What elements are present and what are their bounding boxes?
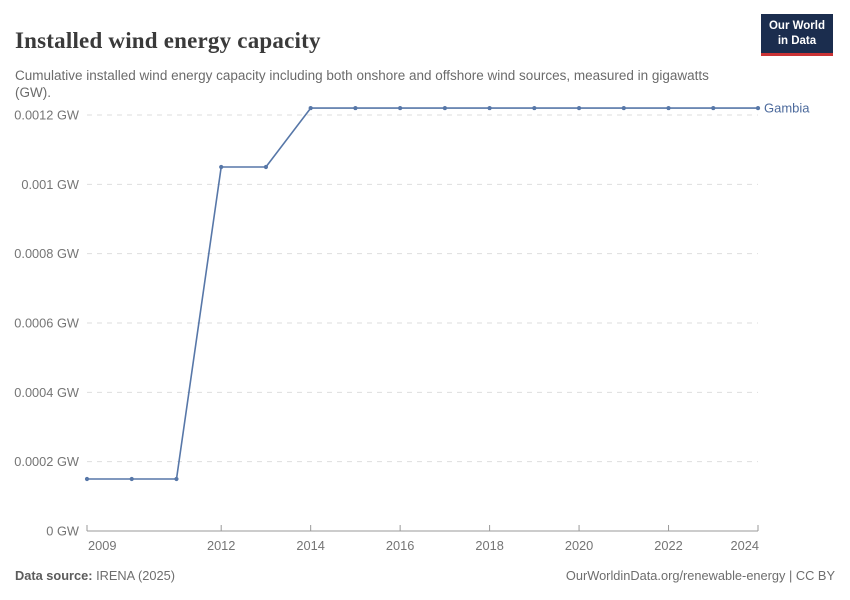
data-point-marker	[353, 105, 358, 111]
attribution-link[interactable]: OurWorldinData.org/renewable-energy | CC…	[565, 568, 835, 583]
y-axis-tick-label: 0 GW	[46, 524, 80, 539]
data-point-marker	[174, 476, 179, 482]
data-point-marker	[755, 105, 761, 111]
owid-logo-line2: in Data	[777, 34, 817, 47]
page-title: Installed wind energy capacity	[15, 28, 321, 54]
series-line[interactable]	[87, 107, 758, 480]
data-point-marker	[666, 105, 671, 111]
data-point-marker	[308, 105, 313, 111]
data-point-marker	[621, 105, 626, 111]
x-axis-tick-label: 2022	[654, 538, 682, 553]
y-axis-tick-label: 0.001 GW	[21, 177, 80, 192]
data-point-marker	[711, 105, 716, 111]
y-axis-tick-label: 0.0012 GW	[14, 108, 80, 123]
x-axis-tick-label: 2012	[207, 538, 235, 553]
y-axis-tick-label: 0.0006 GW	[14, 316, 80, 331]
data-point-marker	[576, 105, 582, 111]
x-axis-tick-label: 2024	[731, 538, 759, 553]
x-axis-tick-label: 2018	[475, 538, 503, 553]
data-source-value: IRENA (2025)	[92, 568, 176, 583]
data-source: Data source: IRENA (2025)	[15, 568, 175, 583]
chart-subtitle: Cumulative installed wind energy capacit…	[15, 67, 709, 101]
y-axis-tick-label: 0.0008 GW	[14, 246, 80, 261]
data-source-label: Data source:	[15, 568, 93, 583]
x-axis-tick-label: 2016	[386, 538, 414, 553]
data-point-marker	[129, 476, 134, 482]
x-axis-tick-label: 2020	[565, 538, 593, 553]
owid-logo-line1: Our World	[768, 20, 825, 32]
data-point-marker	[263, 164, 269, 170]
data-point-marker	[219, 164, 224, 170]
data-point-marker	[84, 476, 90, 482]
x-axis-tick-label: 2009	[88, 538, 116, 553]
x-axis-tick-label: 2014	[296, 538, 324, 553]
chart-footer: Data source: IRENA (2025) OurWorldinData…	[15, 568, 835, 583]
data-point-marker	[442, 105, 447, 111]
owid-logo[interactable]: Our World in Data	[760, 14, 833, 56]
data-point-marker	[487, 105, 492, 111]
y-axis-tick-label: 0.0002 GW	[14, 454, 80, 469]
series-label[interactable]: Gambia	[764, 101, 810, 116]
y-axis-tick-label: 0.0004 GW	[14, 385, 80, 400]
data-point-marker	[398, 105, 403, 111]
data-point-marker	[532, 105, 537, 111]
